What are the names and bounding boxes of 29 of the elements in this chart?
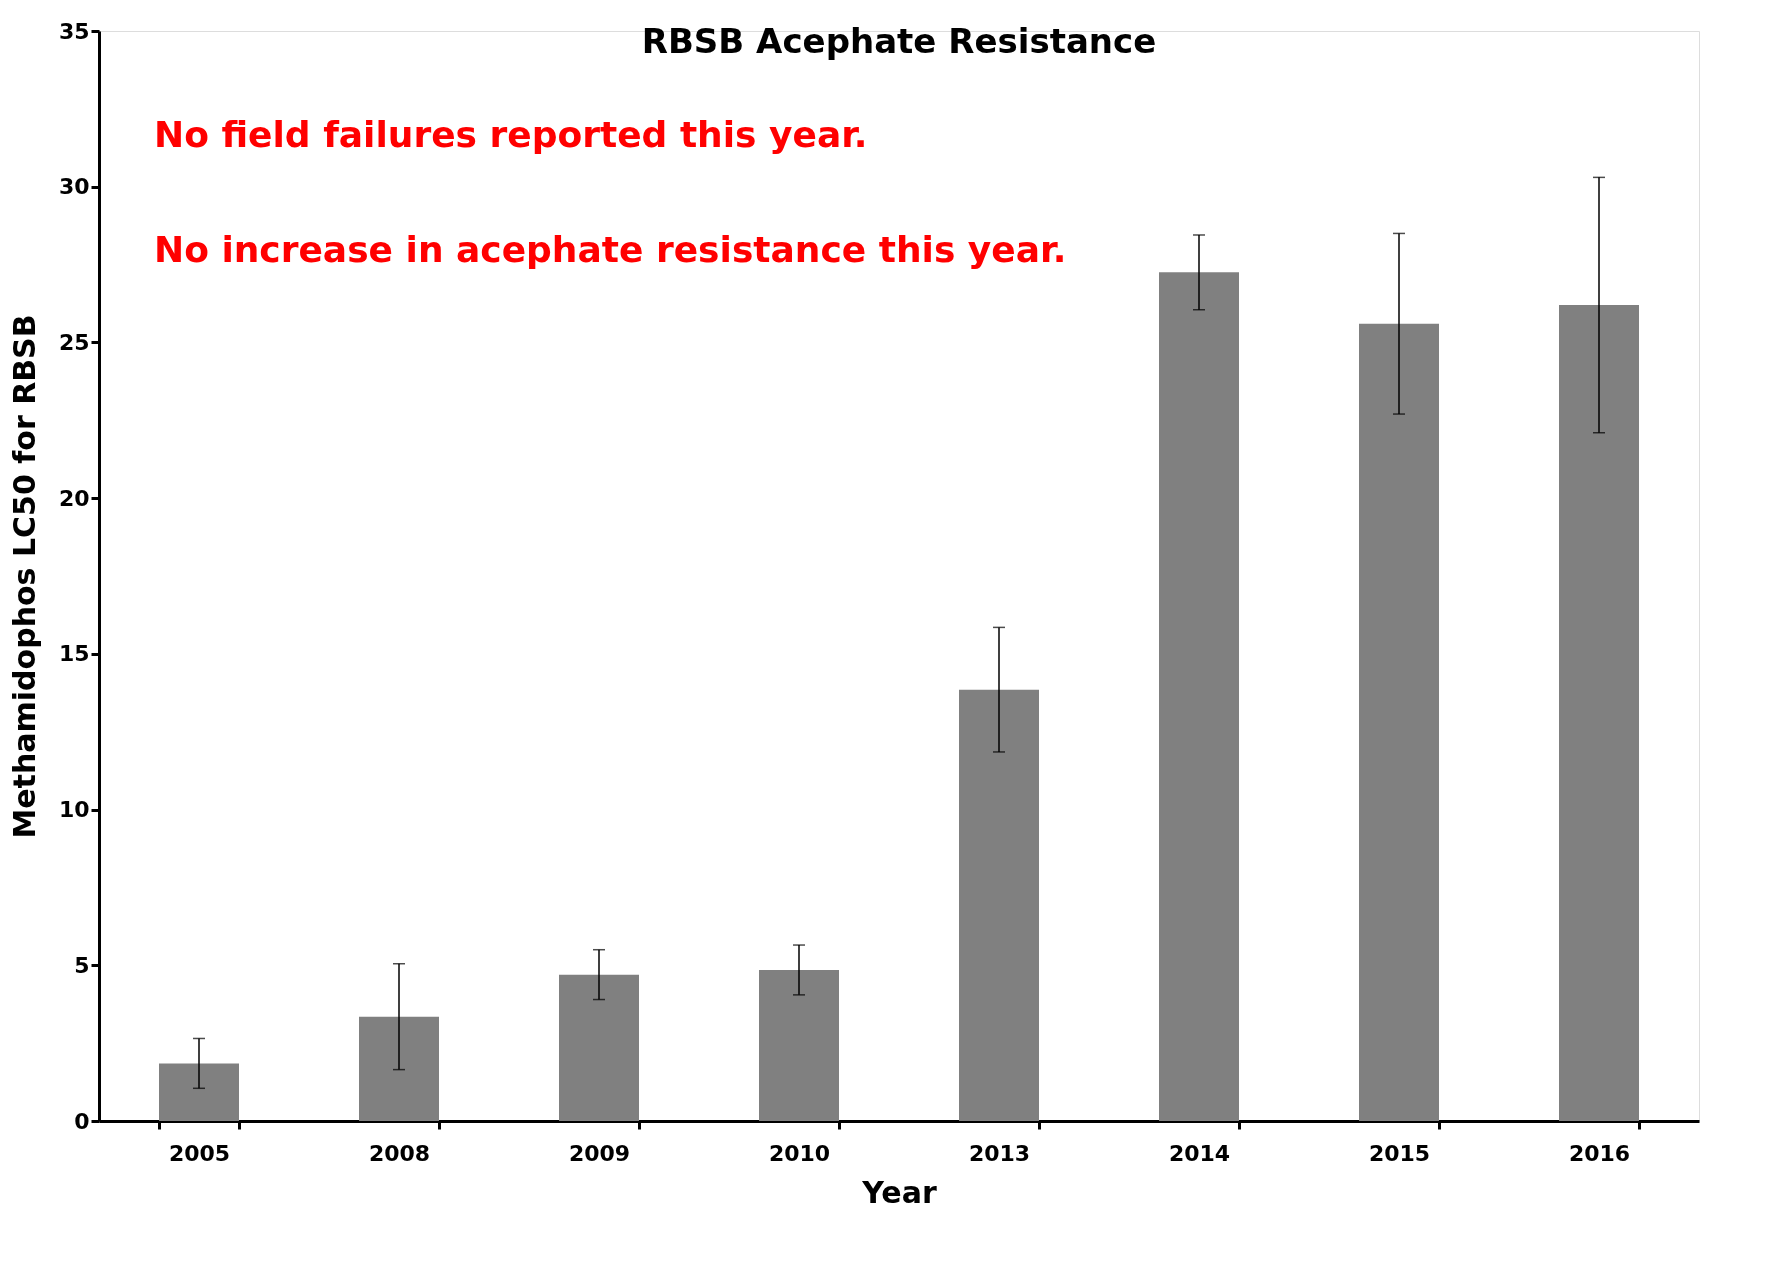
y-tick-label: 5 (74, 952, 90, 978)
bar (559, 974, 639, 1121)
x-tick-label: 2015 (1368, 1140, 1431, 1166)
y-tick-label: 15 (58, 641, 90, 667)
y-tick-label: 25 (58, 329, 90, 355)
y-tick-label: 20 (58, 485, 90, 511)
bar (359, 1016, 439, 1121)
y-tick-label: 35 (58, 18, 90, 44)
y-tick-label: 0 (74, 1108, 90, 1134)
x-axis-title: Year (861, 1174, 937, 1210)
x-tick-label: 2009 (568, 1140, 631, 1166)
y-tick-label: 10 (58, 797, 90, 823)
bar (1559, 305, 1639, 1121)
bar (1359, 323, 1439, 1121)
bar (159, 1063, 239, 1121)
x-tick-label: 2014 (1168, 1140, 1231, 1166)
x-tick-label: 2005 (168, 1140, 231, 1166)
y-axis-title: Methamidophos LC50 for RBSB (6, 314, 42, 839)
bar (1159, 272, 1239, 1121)
bar (959, 689, 1039, 1121)
x-tick-label: 2008 (368, 1140, 431, 1166)
annotation: No field failures reported this year. (154, 114, 868, 155)
x-tick-label: 2016 (1568, 1140, 1631, 1166)
annotation: No increase in acephate resistance this year. (154, 229, 1067, 270)
x-tick-label: 2010 (768, 1140, 831, 1166)
x-tick-label: 2013 (968, 1140, 1031, 1166)
chart-title: RBSB Acephate Resistance (641, 21, 1157, 61)
y-tick-label: 30 (58, 174, 90, 200)
bar (759, 969, 839, 1121)
